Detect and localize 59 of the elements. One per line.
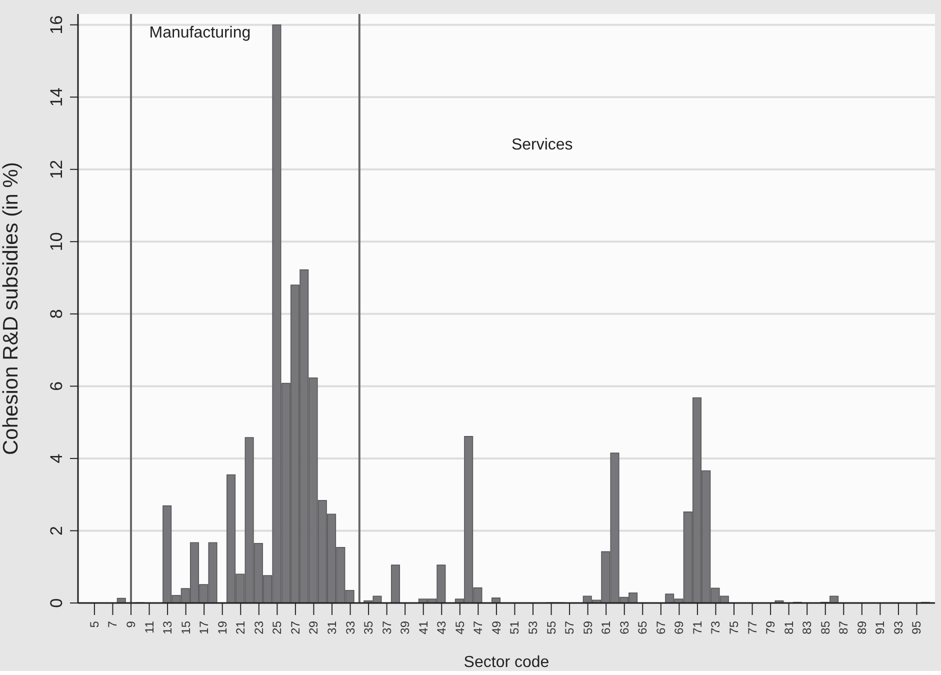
- x-tick-label: 37: [380, 620, 394, 634]
- x-tick-label: 23: [252, 620, 266, 634]
- x-tick-label: 43: [434, 620, 449, 634]
- x-tick-label: 29: [306, 620, 321, 634]
- x-tick-label: 81: [782, 620, 796, 634]
- y-tick-label: 10: [47, 232, 66, 252]
- x-tick-label: 25: [270, 620, 284, 634]
- y-tick-label: 14: [47, 88, 66, 107]
- x-tick-label: 71: [690, 620, 704, 634]
- x-tick-label: 63: [617, 620, 632, 634]
- y-tick-label: 6: [47, 381, 66, 391]
- x-tick-label: 41: [416, 620, 430, 634]
- x-tick-label: 69: [672, 620, 686, 634]
- x-tick-label: 93: [891, 620, 906, 634]
- x-tick-label: 5: [87, 620, 102, 628]
- x-tick-label: 73: [708, 620, 723, 634]
- x-tick-label: 11: [142, 620, 156, 634]
- y-tick-label: 12: [47, 160, 66, 179]
- x-axis-title: Sector code: [464, 654, 550, 671]
- x-tick-label: 65: [636, 620, 650, 634]
- x-tick-label: 95: [910, 620, 924, 634]
- x-tick-label: 79: [764, 620, 778, 634]
- x-tick-label: 9: [124, 620, 138, 628]
- y-tick-label: 16: [47, 15, 66, 34]
- y-axis-title: Cohesion R&D subsidies (in %): [0, 162, 22, 455]
- x-tick-label: 51: [508, 620, 522, 634]
- annotation: Manufacturing: [149, 24, 251, 42]
- x-tick-label: 47: [471, 620, 486, 634]
- x-tick-label: 53: [526, 620, 540, 634]
- x-tick-label: 49: [489, 620, 504, 634]
- x-tick-label: 89: [854, 620, 869, 634]
- annotation: Services: [511, 136, 573, 154]
- x-tick-label: 39: [398, 620, 412, 634]
- x-tick-label: 7: [106, 620, 120, 628]
- y-tick-label: 0: [47, 598, 66, 608]
- x-tick-label: 13: [160, 620, 175, 634]
- y-tick-label: 4: [47, 454, 66, 464]
- x-tick-label: 85: [818, 620, 832, 634]
- x-tick-label: 15: [178, 620, 193, 634]
- x-tick-label: 57: [562, 620, 577, 634]
- y-tick-label: 2: [47, 526, 66, 536]
- x-tick-label: 27: [288, 620, 302, 634]
- x-tick-label: 59: [580, 620, 595, 634]
- x-tick-label: 19: [215, 620, 230, 634]
- x-tick-label: 75: [727, 620, 741, 634]
- x-tick-label: 21: [234, 620, 248, 634]
- x-tick-label: 45: [452, 620, 467, 634]
- x-tick-label: 77: [745, 620, 760, 634]
- x-tick-label: 91: [873, 620, 888, 634]
- x-tick-label: 33: [343, 620, 358, 634]
- x-tick-label: 61: [599, 620, 614, 634]
- x-tick-label: 83: [800, 620, 814, 634]
- x-tick-label: 31: [324, 620, 339, 634]
- x-tick-label: 55: [544, 620, 558, 634]
- x-tick-label: 87: [836, 620, 851, 634]
- y-tick-label: 8: [47, 309, 66, 319]
- x-tick-label: 35: [362, 620, 376, 634]
- x-tick-label: 67: [654, 620, 668, 634]
- x-tick-label: 17: [197, 620, 212, 634]
